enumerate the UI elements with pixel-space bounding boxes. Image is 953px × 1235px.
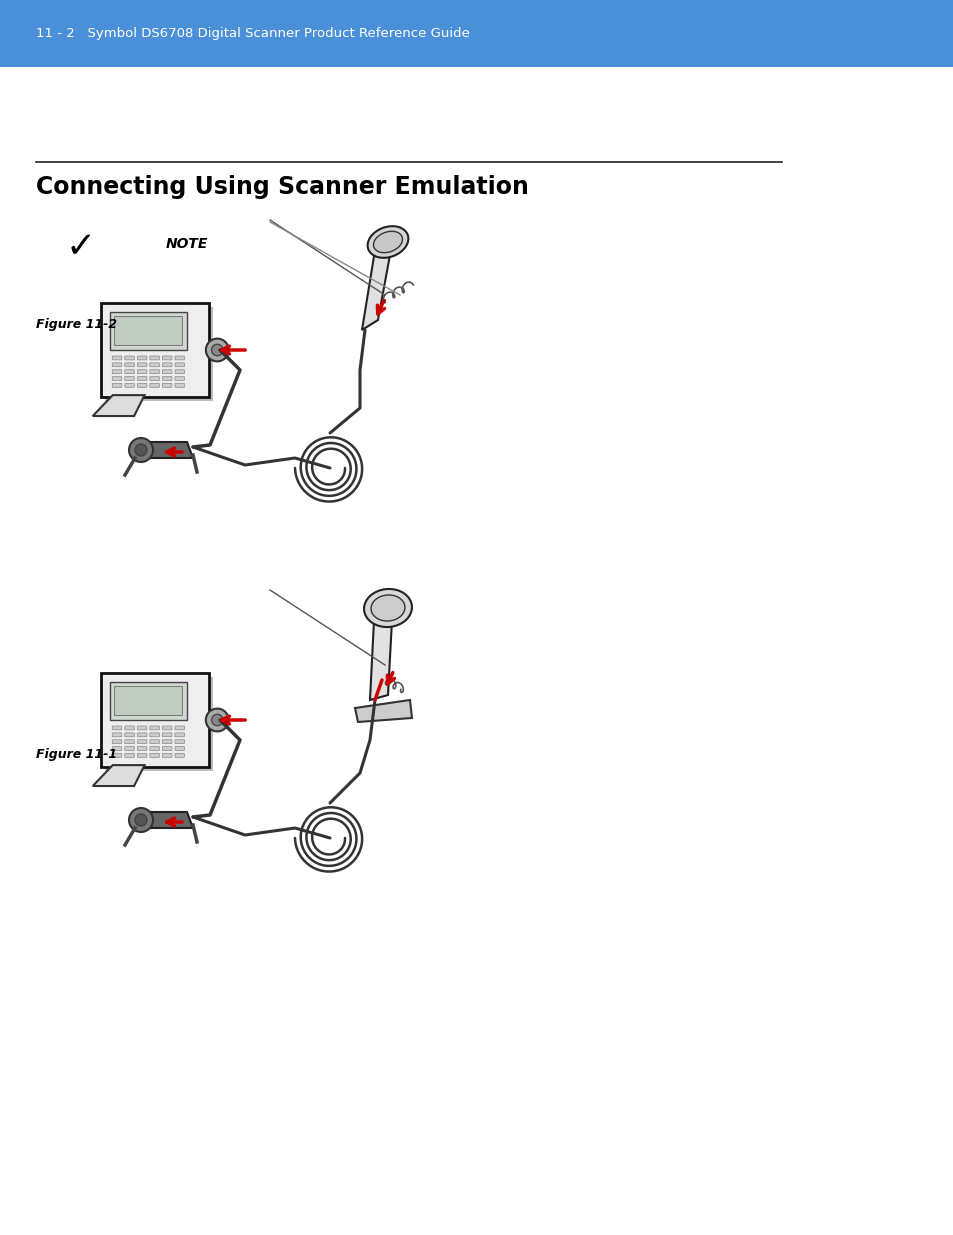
FancyBboxPatch shape — [150, 363, 159, 367]
Ellipse shape — [371, 595, 405, 621]
FancyBboxPatch shape — [137, 747, 147, 751]
FancyBboxPatch shape — [125, 377, 134, 380]
FancyBboxPatch shape — [105, 306, 213, 401]
FancyBboxPatch shape — [162, 740, 172, 743]
FancyBboxPatch shape — [162, 369, 172, 374]
Text: 11 - 2   Symbol DS6708 Digital Scanner Product Reference Guide: 11 - 2 Symbol DS6708 Digital Scanner Pro… — [36, 27, 470, 40]
Ellipse shape — [374, 231, 402, 253]
FancyBboxPatch shape — [125, 747, 134, 751]
Ellipse shape — [364, 589, 412, 627]
FancyBboxPatch shape — [162, 363, 172, 367]
Circle shape — [212, 345, 223, 356]
FancyBboxPatch shape — [112, 356, 122, 359]
FancyBboxPatch shape — [125, 356, 134, 359]
Circle shape — [206, 338, 229, 362]
Circle shape — [129, 808, 152, 832]
FancyBboxPatch shape — [162, 747, 172, 751]
FancyBboxPatch shape — [162, 726, 172, 730]
FancyBboxPatch shape — [174, 732, 184, 737]
FancyBboxPatch shape — [150, 726, 159, 730]
FancyBboxPatch shape — [174, 356, 184, 359]
Polygon shape — [361, 249, 390, 330]
FancyBboxPatch shape — [150, 383, 159, 388]
Text: Figure 11-2: Figure 11-2 — [36, 317, 117, 331]
FancyBboxPatch shape — [162, 753, 172, 757]
Polygon shape — [355, 700, 412, 722]
FancyBboxPatch shape — [112, 363, 122, 367]
Polygon shape — [92, 766, 145, 785]
FancyBboxPatch shape — [112, 377, 122, 380]
Polygon shape — [141, 811, 193, 827]
Circle shape — [135, 445, 147, 456]
FancyBboxPatch shape — [125, 732, 134, 737]
FancyBboxPatch shape — [150, 740, 159, 743]
FancyBboxPatch shape — [150, 732, 159, 737]
Ellipse shape — [367, 226, 408, 258]
FancyBboxPatch shape — [101, 673, 209, 767]
Polygon shape — [92, 395, 145, 416]
FancyBboxPatch shape — [125, 740, 134, 743]
Circle shape — [129, 438, 152, 462]
FancyBboxPatch shape — [113, 685, 181, 715]
FancyBboxPatch shape — [125, 753, 134, 757]
Circle shape — [212, 714, 223, 726]
FancyBboxPatch shape — [125, 383, 134, 388]
Circle shape — [206, 709, 229, 731]
FancyBboxPatch shape — [150, 747, 159, 751]
FancyBboxPatch shape — [112, 732, 122, 737]
FancyBboxPatch shape — [137, 356, 147, 359]
FancyBboxPatch shape — [125, 369, 134, 374]
Text: ✓: ✓ — [66, 230, 96, 264]
FancyBboxPatch shape — [137, 726, 147, 730]
FancyBboxPatch shape — [112, 383, 122, 388]
FancyBboxPatch shape — [137, 363, 147, 367]
FancyBboxPatch shape — [174, 747, 184, 751]
FancyBboxPatch shape — [101, 303, 209, 398]
FancyBboxPatch shape — [112, 726, 122, 730]
Text: Figure 11-1: Figure 11-1 — [36, 748, 117, 761]
FancyBboxPatch shape — [174, 363, 184, 367]
FancyBboxPatch shape — [137, 383, 147, 388]
FancyBboxPatch shape — [112, 753, 122, 757]
FancyBboxPatch shape — [137, 740, 147, 743]
FancyBboxPatch shape — [137, 377, 147, 380]
FancyBboxPatch shape — [113, 316, 181, 345]
FancyBboxPatch shape — [150, 356, 159, 359]
FancyBboxPatch shape — [174, 369, 184, 374]
Text: NOTE: NOTE — [166, 237, 208, 251]
FancyBboxPatch shape — [110, 682, 187, 720]
FancyBboxPatch shape — [110, 312, 187, 350]
FancyBboxPatch shape — [162, 383, 172, 388]
FancyBboxPatch shape — [137, 369, 147, 374]
Bar — [0, 0, 953, 67]
FancyBboxPatch shape — [137, 732, 147, 737]
FancyBboxPatch shape — [112, 747, 122, 751]
Polygon shape — [141, 442, 193, 458]
FancyBboxPatch shape — [174, 726, 184, 730]
FancyBboxPatch shape — [112, 369, 122, 374]
FancyBboxPatch shape — [125, 363, 134, 367]
FancyBboxPatch shape — [162, 356, 172, 359]
Text: Connecting Using Scanner Emulation: Connecting Using Scanner Emulation — [36, 175, 528, 199]
Polygon shape — [370, 620, 392, 700]
FancyBboxPatch shape — [112, 740, 122, 743]
Circle shape — [135, 814, 147, 826]
FancyBboxPatch shape — [150, 753, 159, 757]
FancyBboxPatch shape — [174, 383, 184, 388]
FancyBboxPatch shape — [150, 369, 159, 374]
FancyBboxPatch shape — [150, 377, 159, 380]
FancyBboxPatch shape — [162, 732, 172, 737]
FancyBboxPatch shape — [174, 740, 184, 743]
FancyBboxPatch shape — [105, 677, 213, 771]
FancyBboxPatch shape — [174, 377, 184, 380]
FancyBboxPatch shape — [137, 753, 147, 757]
FancyBboxPatch shape — [174, 753, 184, 757]
FancyBboxPatch shape — [162, 377, 172, 380]
FancyBboxPatch shape — [125, 726, 134, 730]
